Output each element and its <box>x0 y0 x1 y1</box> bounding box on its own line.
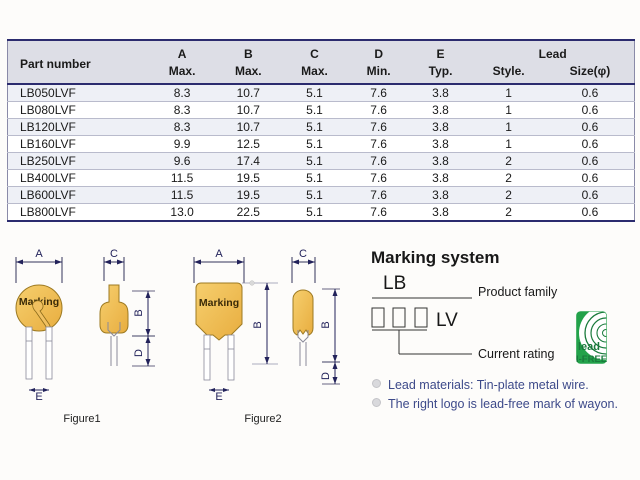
svg-text:I-FREE: I-FREE <box>576 354 607 365</box>
svg-text:lead: lead <box>578 341 600 353</box>
